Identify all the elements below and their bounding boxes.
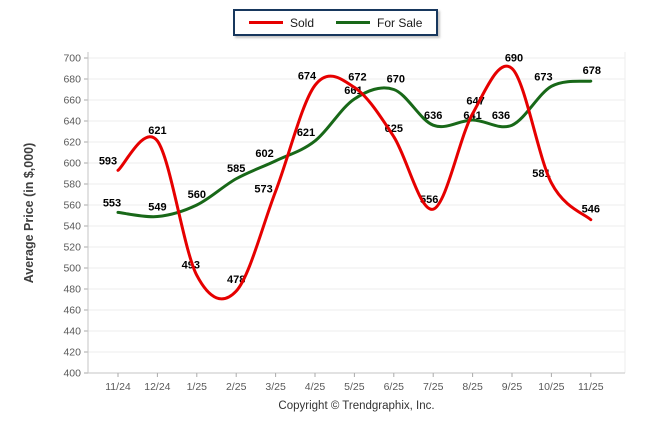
legend-item-sold: Sold bbox=[249, 16, 314, 30]
y-tick-label: 420 bbox=[63, 347, 81, 359]
data-point-label: 573 bbox=[254, 183, 272, 195]
x-tick-label: 5/25 bbox=[344, 381, 365, 393]
data-point-label: 636 bbox=[424, 110, 442, 122]
y-tick-label: 680 bbox=[63, 74, 81, 86]
data-point-label: 546 bbox=[582, 204, 600, 216]
series-line-sold bbox=[116, 64, 593, 301]
x-tick-label: 12/24 bbox=[144, 381, 170, 393]
data-point-label: 549 bbox=[148, 202, 166, 214]
x-tick-label: 9/25 bbox=[502, 381, 523, 393]
x-tick-label: 2/25 bbox=[226, 381, 247, 393]
data-point-label: 593 bbox=[99, 155, 117, 167]
x-tick-label: 11/25 bbox=[578, 381, 604, 393]
x-tick-label: 7/25 bbox=[423, 381, 444, 393]
series-line-for-sale bbox=[116, 79, 593, 219]
data-point-label: 661 bbox=[344, 85, 362, 97]
y-tick-label: 580 bbox=[63, 179, 81, 191]
y-tick-label: 400 bbox=[63, 368, 81, 380]
x-tick-label: 6/25 bbox=[384, 381, 405, 393]
for-sale-line-swatch bbox=[336, 21, 371, 24]
gridlines bbox=[88, 57, 625, 353]
x-tick-label: 3/25 bbox=[265, 381, 286, 393]
legend: Sold For Sale bbox=[233, 9, 439, 36]
y-tick-label: 540 bbox=[63, 221, 81, 233]
y-tick-label: 500 bbox=[63, 263, 81, 275]
data-point-label: 621 bbox=[148, 125, 166, 137]
data-point-label: 585 bbox=[227, 163, 245, 175]
y-tick-label: 660 bbox=[63, 95, 81, 107]
legend-item-for-sale: For Sale bbox=[336, 16, 422, 30]
legend-label-sold: Sold bbox=[290, 15, 315, 30]
data-point-label: 690 bbox=[505, 53, 523, 65]
x-tick-label: 10/25 bbox=[538, 381, 564, 393]
copyright-text: Copyright © Trendgraphix, Inc. bbox=[278, 400, 435, 412]
x-tick-label: 4/25 bbox=[305, 381, 326, 393]
x-tick-label: 8/25 bbox=[462, 381, 483, 393]
data-point-label: 670 bbox=[387, 74, 405, 86]
y-tick-label: 480 bbox=[63, 284, 81, 296]
data-point-label: 673 bbox=[534, 71, 552, 83]
sold-line-swatch bbox=[249, 21, 283, 24]
data-point-label: 678 bbox=[583, 65, 601, 77]
y-axis-ticks: 400 420 440 460 480 500 520 540 560 580 600 620 640 6… bbox=[63, 53, 88, 380]
data-point-label: 636 bbox=[492, 110, 510, 122]
y-tick-label: 520 bbox=[63, 242, 81, 254]
data-point-label: 672 bbox=[348, 71, 366, 83]
y-tick-label: 620 bbox=[63, 137, 81, 149]
y-tick-label: 460 bbox=[63, 305, 81, 317]
x-axis-ticks: 11/24 12/24 1/25 2/25 3/25 4/25 5/25 6/25 7/25 8/… bbox=[105, 373, 604, 393]
y-tick-label: 600 bbox=[63, 158, 81, 170]
data-point-label: 553 bbox=[103, 197, 121, 209]
y-tick-label: 700 bbox=[63, 53, 81, 65]
legend-label-for-sale: For Sale bbox=[377, 15, 423, 30]
data-point-label: 621 bbox=[297, 127, 315, 139]
x-tick-label: 11/24 bbox=[105, 381, 131, 393]
data-point-label: 674 bbox=[298, 70, 317, 82]
axes bbox=[87, 52, 626, 374]
data-point-label: 560 bbox=[188, 189, 206, 201]
data-point-label: 602 bbox=[255, 148, 273, 160]
x-tick-label: 1/25 bbox=[187, 381, 208, 393]
y-tick-label: 640 bbox=[63, 116, 81, 128]
y-tick-label: 440 bbox=[63, 326, 81, 338]
y-tick-label: 560 bbox=[63, 200, 81, 212]
